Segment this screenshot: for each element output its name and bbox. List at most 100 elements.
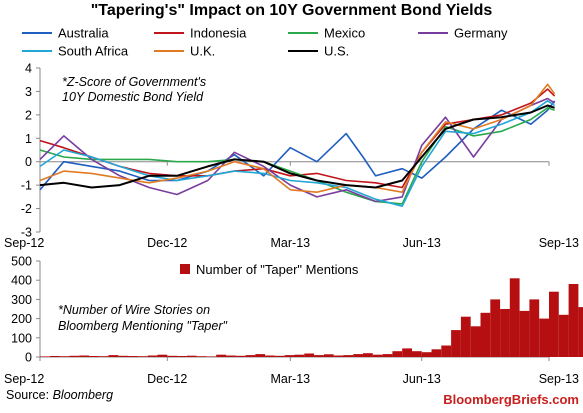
bar — [206, 356, 217, 357]
bottom-note-line-1: *Number of Wire Stories on — [58, 303, 210, 317]
series-line-mexico — [39, 107, 555, 205]
bottom-x-tick-label: Dec-12 — [147, 372, 187, 386]
top-y-tick-label: 2 — [25, 108, 32, 122]
bar — [343, 355, 354, 357]
bottom-chart-legend: Number of "Taper" Mentions — [180, 262, 359, 277]
bottom-legend-swatch — [180, 264, 190, 274]
bar — [460, 316, 471, 357]
bar — [392, 351, 403, 357]
bar — [314, 355, 324, 357]
bar — [539, 318, 549, 357]
bottom-chart-axes: 0 100 200 300 400 500 Sep-12 Dec-12 Mar-13 Jun-13… — [4, 255, 579, 387]
legend-label-germany: Germany — [454, 26, 508, 41]
bar — [372, 354, 383, 357]
bar — [382, 354, 393, 357]
bar — [177, 356, 187, 357]
bottom-legend-label: Number of "Taper" Mentions — [196, 262, 359, 277]
series-line-south-africa — [39, 100, 556, 207]
bar — [186, 355, 197, 357]
bar — [69, 355, 80, 357]
bar — [216, 354, 226, 357]
top-chart-axes: -3 -2 -1 0 1 2 3 4 Sep-12 Dec-12 Mar-13 Jun-13 Sep-1… — [4, 62, 579, 251]
bar — [59, 356, 70, 357]
bar — [578, 307, 583, 357]
bar — [294, 354, 305, 357]
bottom-y-tick-label: 0 — [25, 351, 32, 365]
top-y-tick-label: 3 — [25, 85, 32, 99]
bar — [451, 330, 461, 357]
bar — [558, 314, 569, 357]
bottom-note-line-2: Bloomberg Mentioning "Taper" — [58, 319, 227, 333]
bar — [235, 355, 246, 357]
top-x-tick-label: Dec-12 — [147, 236, 187, 250]
top-y-tick-label: 1 — [25, 132, 32, 146]
top-x-tick-label: Mar-13 — [271, 236, 311, 250]
top-y-tick-label: -1 — [21, 179, 32, 193]
bar — [98, 356, 109, 357]
bar — [49, 356, 60, 357]
bar — [568, 284, 579, 357]
top-x-tick-label: Sep-12 — [4, 236, 44, 250]
bar — [196, 356, 207, 357]
bar — [509, 278, 520, 357]
series-line-u-s — [39, 104, 555, 189]
top-note-line-2: 10Y Domestic Bond Yield — [62, 90, 204, 104]
bar — [255, 354, 266, 357]
source-line: Source: Bloomberg — [6, 388, 113, 402]
source-name: Bloomberg — [52, 388, 114, 402]
bar — [500, 309, 510, 357]
bar — [128, 356, 138, 357]
bottom-x-tick-label: Mar-13 — [271, 372, 311, 386]
bottom-y-tick-label: 500 — [11, 255, 32, 269]
bar — [363, 353, 373, 357]
bar — [108, 355, 119, 357]
bar — [304, 353, 315, 357]
bar — [431, 349, 442, 357]
top-chart-series — [39, 83, 556, 207]
bar — [274, 355, 285, 357]
bottom-x-tick-label: Sep-12 — [4, 372, 44, 386]
bar — [519, 310, 530, 357]
bottom-y-tick-label: 400 — [11, 274, 32, 288]
bar — [79, 355, 89, 357]
bar — [245, 355, 256, 357]
bar — [167, 355, 178, 357]
bar — [412, 351, 422, 357]
source-label: Source: — [6, 388, 50, 402]
chart-title: "Tapering's" Impact on 10Y Government Bo… — [90, 2, 493, 19]
legend-label-indonesia: Indonesia — [190, 26, 247, 41]
bottom-x-tick-label: Jun-13 — [403, 372, 441, 386]
bar — [441, 345, 452, 357]
bar — [490, 299, 501, 357]
series-line-australia — [39, 100, 556, 191]
bar — [118, 355, 129, 357]
bar — [265, 355, 275, 357]
bar — [323, 354, 334, 357]
series-line-u-k — [39, 83, 556, 193]
bar — [470, 326, 481, 357]
bar — [226, 355, 236, 357]
bar — [333, 355, 344, 357]
legend: Australia Indonesia Mexico Germany South Afr… — [22, 26, 508, 59]
legend-label-australia: Australia — [58, 26, 109, 41]
bar — [421, 352, 432, 357]
bar — [353, 354, 363, 357]
bar — [147, 355, 158, 357]
bottom-y-tick-label: 200 — [11, 312, 32, 326]
top-y-tick-label: -2 — [21, 202, 32, 216]
bar — [549, 291, 559, 357]
bar — [402, 348, 412, 357]
bottom-chart-note: *Number of Wire Stories on Bloomberg Ment… — [58, 303, 227, 333]
bottom-y-tick-label: 100 — [11, 331, 32, 345]
bar — [88, 356, 99, 357]
top-y-tick-label: 4 — [25, 62, 32, 76]
bar — [284, 355, 295, 357]
bar — [480, 312, 491, 357]
brand-logo: BloombergBriefs.com — [443, 392, 579, 407]
legend-label-south-africa: South Africa — [58, 44, 129, 59]
top-x-tick-label: Jun-13 — [403, 236, 441, 250]
bar — [529, 299, 540, 357]
